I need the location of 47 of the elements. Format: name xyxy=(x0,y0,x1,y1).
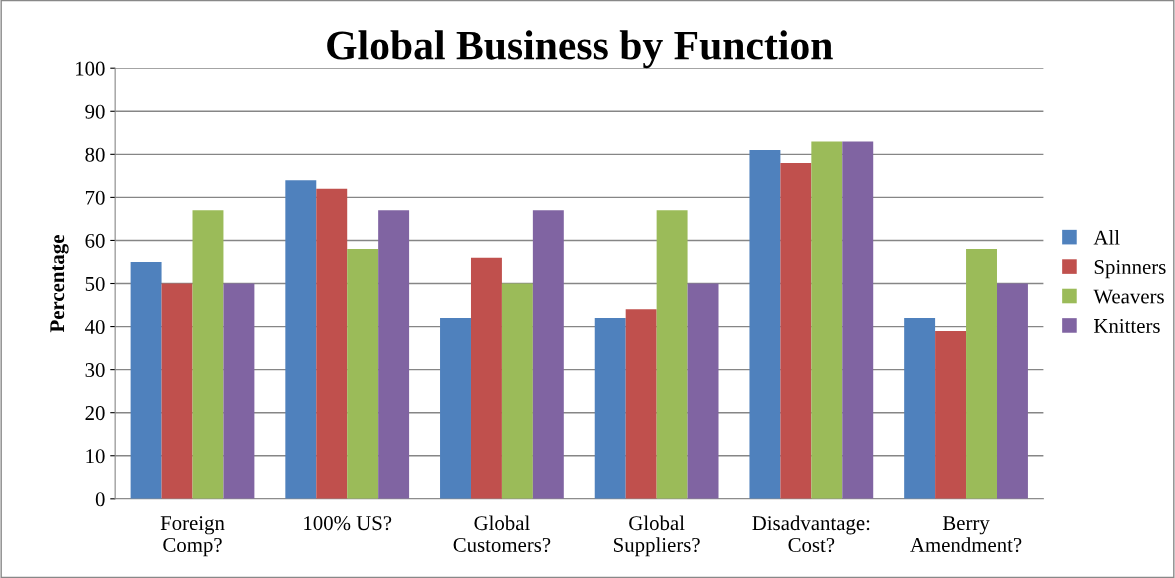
bar xyxy=(470,257,502,499)
x-tick-label: Global Suppliers? xyxy=(614,515,700,557)
chart-title: Global Business by Function xyxy=(327,30,833,69)
bar xyxy=(440,317,471,499)
bar xyxy=(811,141,843,499)
bar xyxy=(501,283,533,499)
bar xyxy=(285,180,317,499)
x-tick-label: Disadvantage: Cost? xyxy=(752,515,870,553)
x-tick-label: 100% US? xyxy=(304,516,392,531)
legend-label: Knitters xyxy=(1094,318,1160,333)
bar xyxy=(378,210,410,499)
y-axis-title: Percentage xyxy=(50,235,69,333)
bar xyxy=(347,249,379,499)
y-tick-label: 40 xyxy=(85,319,105,334)
bar xyxy=(316,188,348,499)
y-tick-label: 0 xyxy=(95,492,105,507)
y-tick-label: 80 xyxy=(85,147,105,162)
bar xyxy=(687,283,719,499)
y-tick-label: 50 xyxy=(85,276,105,291)
bar xyxy=(161,283,193,499)
bar xyxy=(223,283,255,499)
legend-label: Weavers xyxy=(1093,289,1164,304)
y-tick-label: 30 xyxy=(85,363,105,378)
bar xyxy=(532,210,564,499)
bar xyxy=(996,283,1028,499)
y-tick-label: 60 xyxy=(85,233,105,248)
bar xyxy=(192,210,224,499)
x-tick-label: Global Customers? xyxy=(453,515,551,553)
bar xyxy=(935,330,967,499)
bar xyxy=(625,309,657,499)
y-tick-label: 20 xyxy=(85,406,105,421)
y-tick-label: 10 xyxy=(86,449,105,464)
x-tick-label: Berry Amendment? xyxy=(910,516,1022,553)
legend-label: Spinners xyxy=(1094,260,1166,279)
bar xyxy=(904,317,936,499)
x-tick-label: Foreign Comp? xyxy=(160,516,225,557)
bar xyxy=(842,141,874,499)
y-tick-label: 100 xyxy=(76,61,105,76)
y-tick-label: 90 xyxy=(85,104,105,119)
bar xyxy=(130,261,162,499)
bar xyxy=(966,249,997,499)
bar xyxy=(749,150,781,499)
legend-label: All xyxy=(1093,229,1120,245)
bar xyxy=(594,317,626,499)
bar xyxy=(780,162,812,499)
bar xyxy=(656,210,688,499)
y-tick-label: 70 xyxy=(85,190,105,205)
